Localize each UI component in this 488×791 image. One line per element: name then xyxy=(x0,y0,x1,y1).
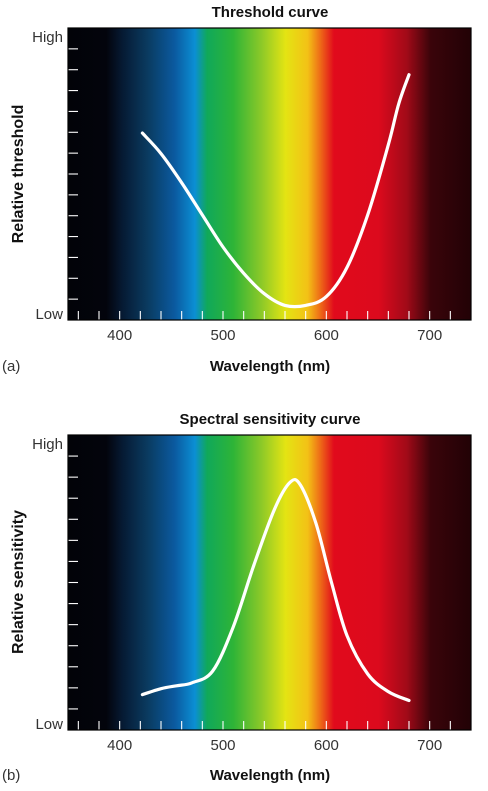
x-tick-label: 600 xyxy=(314,327,339,344)
threshold-curve xyxy=(140,73,411,309)
y-minor-ticks xyxy=(68,48,78,300)
x-tick-labels: 400 500 600 700 xyxy=(107,737,442,754)
x-tick-label: 400 xyxy=(107,327,132,344)
x-tick-label: 500 xyxy=(210,737,235,754)
x-minor-ticks xyxy=(77,311,451,320)
sensitivity-curve xyxy=(140,478,411,703)
y-axis-label: Relative threshold xyxy=(10,105,27,244)
y-low-label: Low xyxy=(35,306,63,323)
sensitivity-panel: Spectral sensitivity curve High Low 400 5… xyxy=(2,411,472,784)
x-tick-label: 400 xyxy=(107,737,132,754)
chart-title: Spectral sensitivity curve xyxy=(180,411,361,428)
chart-title: Threshold curve xyxy=(212,4,329,21)
y-high-label: High xyxy=(32,436,63,453)
y-low-label: Low xyxy=(35,716,63,733)
x-tick-label: 700 xyxy=(417,737,442,754)
x-tick-labels: 400 500 600 700 xyxy=(107,327,442,344)
x-axis-label: Wavelength (nm) xyxy=(210,358,330,375)
y-high-label: High xyxy=(32,29,63,46)
y-minor-ticks xyxy=(68,455,78,710)
panel-label: (b) xyxy=(2,767,20,784)
threshold-panel: Threshold curve High Low 400 500 600 700 Re… xyxy=(2,4,472,375)
plot-frame xyxy=(67,434,472,731)
x-tick-label: 500 xyxy=(210,327,235,344)
plot-frame xyxy=(67,27,472,321)
x-tick-label: 600 xyxy=(314,737,339,754)
spectrum-background xyxy=(68,435,471,730)
x-axis-label: Wavelength (nm) xyxy=(210,767,330,784)
panel-label: (a) xyxy=(2,358,20,375)
spectrum-background xyxy=(68,28,471,320)
y-axis-label: Relative sensitivity xyxy=(10,510,27,654)
x-tick-label: 700 xyxy=(417,327,442,344)
x-minor-ticks xyxy=(77,721,451,730)
